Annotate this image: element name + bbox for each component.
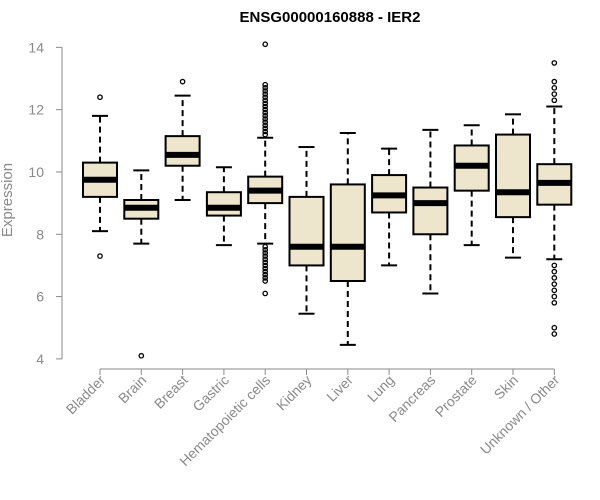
outlier-point — [262, 259, 269, 266]
iqr-box — [329, 183, 366, 282]
box-kidney — [288, 146, 325, 315]
outlier-point — [262, 81, 269, 88]
x-tick-label: Liver — [323, 372, 356, 405]
outlier-point — [262, 268, 269, 275]
outlier-point — [262, 116, 269, 122]
iqr-box — [288, 195, 325, 267]
outlier-point — [262, 246, 269, 253]
outlier-point — [551, 84, 558, 91]
box-prostate — [453, 124, 490, 247]
outlier-point — [262, 100, 269, 107]
outlier-point — [551, 324, 558, 331]
outlier-point — [262, 271, 269, 278]
y-tick-label: 6 — [36, 289, 44, 305]
box-gastric — [205, 166, 242, 247]
outlier-point — [551, 287, 558, 294]
box-pancreas — [412, 128, 449, 295]
outlier-point — [551, 78, 558, 85]
outlier-point — [262, 91, 269, 97]
box-skin — [495, 113, 531, 259]
x-tick-label: Breast — [151, 372, 191, 412]
y-axis: 4 6 8 10 12 14 — [28, 39, 63, 367]
box-liver — [329, 132, 366, 346]
iqr-box — [205, 191, 242, 217]
outlier-point — [262, 113, 269, 119]
outlier-point — [262, 97, 269, 104]
x-tick-label: Kidney — [273, 372, 315, 414]
outlier-point — [262, 253, 269, 259]
outlier-point — [262, 84, 269, 91]
x-tick-label: Brain — [115, 372, 149, 406]
outlier-point — [262, 109, 269, 116]
outlier-point — [179, 78, 186, 85]
outlier-point — [262, 125, 269, 132]
outlier-point — [262, 243, 269, 250]
outlier-point — [551, 262, 558, 269]
iqr-box — [495, 133, 531, 219]
outlier-point — [551, 293, 558, 300]
x-tick-label: Lung — [364, 372, 397, 405]
outlier-point — [97, 253, 103, 259]
outlier-point — [262, 122, 269, 129]
outlier-point — [262, 41, 269, 48]
x-tick-label: Skin — [491, 372, 522, 403]
box-unknown-other — [536, 60, 573, 337]
outlier-point — [262, 131, 269, 138]
outlier-point — [551, 91, 558, 97]
y-tick-label: 10 — [28, 164, 44, 180]
outlier-point — [138, 352, 145, 359]
box-bladder — [82, 94, 118, 259]
outlier-point — [262, 94, 269, 101]
y-tick-label: 4 — [36, 351, 44, 367]
y-axis-label: Expression — [0, 163, 16, 237]
outlier-point — [551, 281, 558, 287]
outlier-point — [551, 275, 558, 281]
outlier-point — [551, 268, 558, 275]
chart-title: ENSG00000160888 - IER2 — [240, 9, 421, 26]
y-tick-label: 14 — [28, 39, 44, 55]
outlier-point — [551, 60, 558, 66]
outlier-point — [262, 103, 269, 110]
box-hematopoietic-cells — [247, 41, 284, 297]
outlier-point — [262, 262, 269, 269]
x-tick-label: Prostate — [432, 372, 480, 420]
outlier-point — [97, 94, 103, 101]
outlier-point — [262, 119, 269, 125]
iqr-box — [412, 186, 449, 236]
box-breast — [164, 78, 201, 201]
box-brain — [123, 169, 160, 359]
iqr-box — [164, 135, 201, 167]
x-tick-label: Bladder — [63, 372, 109, 418]
box-series — [82, 41, 573, 359]
y-tick-label: 12 — [28, 102, 44, 118]
outlier-point — [551, 299, 558, 306]
outlier-point — [262, 250, 269, 256]
outlier-point — [262, 256, 269, 263]
outlier-point — [262, 265, 269, 272]
outlier-point — [262, 128, 269, 135]
outlier-point — [551, 331, 558, 337]
box-lung — [371, 147, 408, 267]
outlier-point — [551, 97, 558, 104]
y-tick-label: 8 — [36, 226, 44, 242]
outlier-point — [262, 88, 269, 94]
outlier-point — [262, 290, 269, 297]
outlier-point — [262, 275, 269, 281]
outlier-point — [262, 278, 269, 284]
outlier-point — [262, 106, 269, 113]
